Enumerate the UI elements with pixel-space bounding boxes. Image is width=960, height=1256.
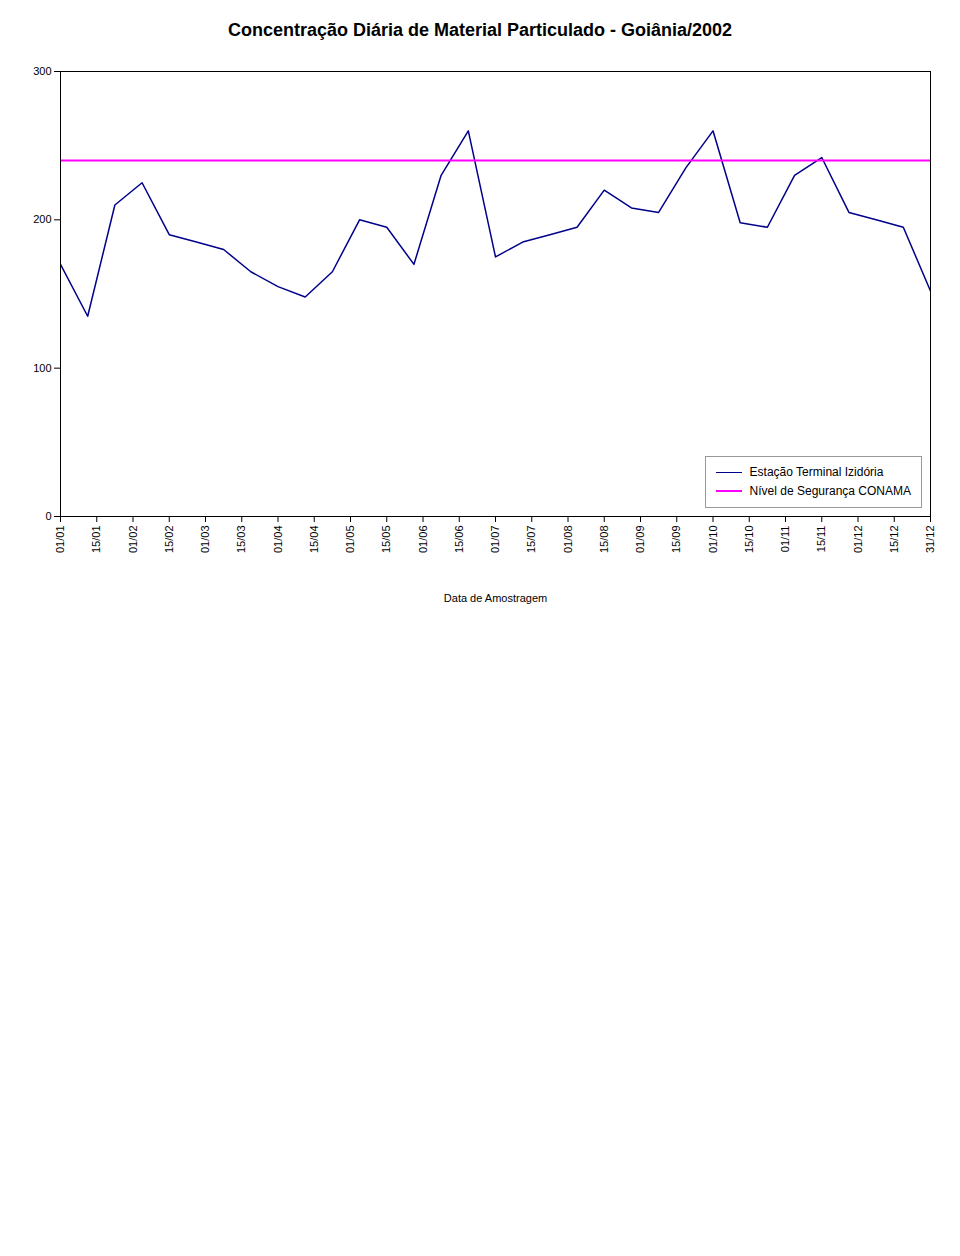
svg-text:15/12: 15/12	[888, 526, 900, 554]
svg-text:15/05: 15/05	[380, 526, 392, 554]
svg-text:15/03: 15/03	[235, 526, 247, 554]
svg-text:15/09: 15/09	[670, 526, 682, 554]
svg-text:15/10: 15/10	[743, 526, 755, 554]
svg-text:Data de Amostragem: Data de Amostragem	[444, 592, 547, 604]
svg-text:01/06: 01/06	[417, 526, 429, 554]
svg-text:300: 300	[33, 65, 51, 77]
svg-text:100: 100	[33, 362, 51, 374]
svg-text:0: 0	[45, 510, 51, 522]
svg-text:01/11: 01/11	[779, 526, 791, 553]
svg-text:01/02: 01/02	[127, 526, 139, 554]
svg-text:01/10: 01/10	[707, 526, 719, 554]
svg-text:15/11: 15/11	[815, 526, 827, 553]
svg-text:01/09: 01/09	[634, 526, 646, 554]
svg-text:15/04: 15/04	[308, 526, 320, 554]
svg-text:31/12: 31/12	[924, 526, 936, 554]
svg-text:15/06: 15/06	[453, 526, 465, 554]
svg-text:15/02: 15/02	[163, 526, 175, 554]
svg-text:01/03: 01/03	[199, 526, 211, 554]
html-text:Concentração Diária de Materia: Concentração Diária de Material Particul…	[227, 20, 733, 40]
svg-text:15/08: 15/08	[598, 526, 610, 554]
svg-text:01/04: 01/04	[272, 526, 284, 554]
svg-text:01/08: 01/08	[562, 526, 574, 554]
html-text:Nível de Segurança CONAMA: Nível de Segurança CONAMA	[749, 483, 911, 498]
svg-text:15/07: 15/07	[525, 526, 537, 554]
svg-text:15/01: 15/01	[90, 526, 102, 554]
html-text:Estação Terminal Izidória: Estação Terminal Izidória	[749, 464, 884, 479]
svg-text:01/12: 01/12	[852, 526, 864, 554]
svg-text:200: 200	[33, 213, 51, 225]
svg-text:01/01: 01/01	[54, 526, 66, 554]
svg-text:01/07: 01/07	[489, 526, 501, 554]
svg-text:01/05: 01/05	[344, 526, 356, 554]
